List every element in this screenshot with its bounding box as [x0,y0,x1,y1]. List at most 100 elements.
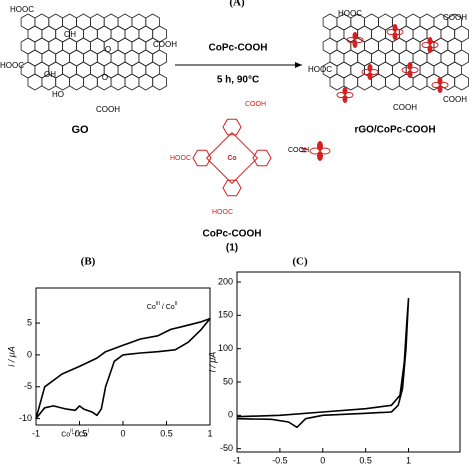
y-tick-label: 0 [228,410,233,420]
annotation-part: III [156,301,160,307]
hexagon [124,73,140,91]
phthalocyanine [192,118,272,197]
equals: = [301,145,307,157]
x-tick-label: -0.5 [72,428,88,438]
benzene-ring [222,118,242,136]
clover-icon [336,87,354,103]
clover-icon [361,64,379,80]
molecule-number: (1) [226,243,238,254]
y-tick-label: 200 [218,276,233,286]
hexagon [110,73,126,91]
clover-icon [386,24,404,40]
hexagon [385,73,400,91]
hexagon [412,73,428,91]
y-tick-label: -10 [19,413,32,423]
lobe [386,29,396,35]
y-tick-label: 50 [223,376,233,386]
benzene-ring [222,179,242,197]
hexagon [83,73,98,91]
functional-group: HOOC [338,9,362,18]
graphene-sheet [322,13,469,91]
hexagon [55,73,70,91]
annotation: CoII / CoI [61,429,89,439]
clover-icon [309,141,331,161]
x-tick-label: -1 [233,455,241,465]
go-label: GO [71,124,89,136]
lobe [439,82,449,88]
hexagon [371,73,386,91]
x-tick-label: -1 [32,428,40,438]
functional-group: HOOC [0,61,24,70]
annotation: CoIII / CoII [147,301,178,311]
annotation-part: / Co [160,304,175,311]
x-tick-label: 0.5 [359,455,372,465]
x-tick-label: 0 [120,428,125,438]
annotation-part: / Co [73,431,88,438]
hexagon [454,73,469,91]
reagent: CoPc-COOH [209,43,268,54]
lobe [421,42,431,48]
panel-label: (A) [229,0,245,9]
lobe [361,69,371,75]
lobe [336,92,346,98]
hexagon [152,73,167,91]
functional-group: COOH [443,13,467,22]
y-tick-label: 5 [27,317,32,327]
y-tick-label: -5 [24,381,32,391]
x-tick-label: 1 [406,455,411,465]
macrocycle [205,131,259,185]
lobe [354,37,364,43]
hexagon [27,73,43,91]
plot-frame [35,287,211,426]
metal-center: Co [227,155,236,162]
benzene-ring [192,149,212,167]
y-tick-label: 150 [218,310,233,320]
x-tick-label: 0.5 [160,428,173,438]
functional-group: COOH [245,101,266,108]
functional-group: OH [64,30,76,39]
functional-group: OH [44,70,56,79]
product-label: rGO/CoPc-COOH [354,125,435,136]
functional-group: COOH [288,147,309,154]
clover-icon [401,62,419,78]
x-tick-label: 1 [207,428,212,438]
clover-icon [346,32,364,48]
lobe [429,42,439,48]
conditions: 5 h, 90°C [217,75,259,86]
molecule-name: CoPc-COOH [203,229,262,240]
panel-label: (B) [81,256,96,268]
functional-group: COOH [443,95,467,104]
functional-group: O [105,45,111,54]
y-tick-label: -50 [220,443,233,453]
functional-group: COOH [96,105,120,114]
hexagon [138,73,154,91]
functional-group: O [102,73,108,82]
annotation-part: II [175,301,178,307]
functional-group: HOOC [308,65,332,74]
x-tick-label: -0.5 [272,455,288,465]
hexagon [329,73,345,91]
hexagon [69,73,84,91]
lobe [431,82,441,88]
arrow-head [295,62,302,68]
x-tick-label: 0 [320,455,325,465]
graphene-sheet [20,13,167,91]
y-axis-label: i / μA [207,352,217,372]
cv-curve [35,317,211,420]
functional-group: HOOC [212,209,233,216]
lobe [394,29,404,35]
annotation-part: II [70,429,73,435]
functional-group: HOOC [170,155,191,162]
y-tick-label: 0 [27,349,32,359]
functional-group: COOH [393,103,417,112]
clover-icon [421,37,439,53]
annotation-part: I [88,429,89,435]
annotation-part: Co [147,304,156,311]
benzene-ring [252,149,272,167]
panel-label: (C) [292,256,308,268]
plot-frame [236,271,461,453]
cv-curve [236,297,410,429]
functional-group: HO [52,90,64,99]
y-axis-label: i / μA [6,346,16,366]
